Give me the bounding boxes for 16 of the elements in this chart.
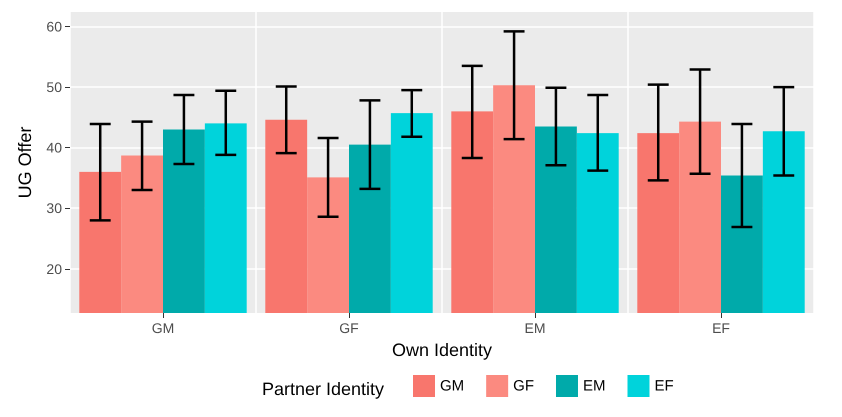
x-tick-label: EM [524,320,546,336]
x-tick-label: EF [712,320,730,336]
legend-label: EM [582,378,606,394]
legend-label: EF [654,378,674,394]
y-tick-label: 30 [46,200,62,216]
legend-title: Partner Identity [262,379,384,399]
y-tick-label: 40 [46,140,62,156]
y-tick-label: 60 [46,18,62,35]
legend-label: GF [513,378,534,394]
y-tick-label: 20 [46,260,62,277]
x-tick-label: GF [339,320,359,336]
y-tick-label: 50 [46,79,62,96]
x-axis-title: Own Identity [392,340,492,360]
legend-label: GM [440,378,464,394]
x-tick-label: GM [152,320,174,336]
y-axis-title: UG Offer [15,126,35,198]
